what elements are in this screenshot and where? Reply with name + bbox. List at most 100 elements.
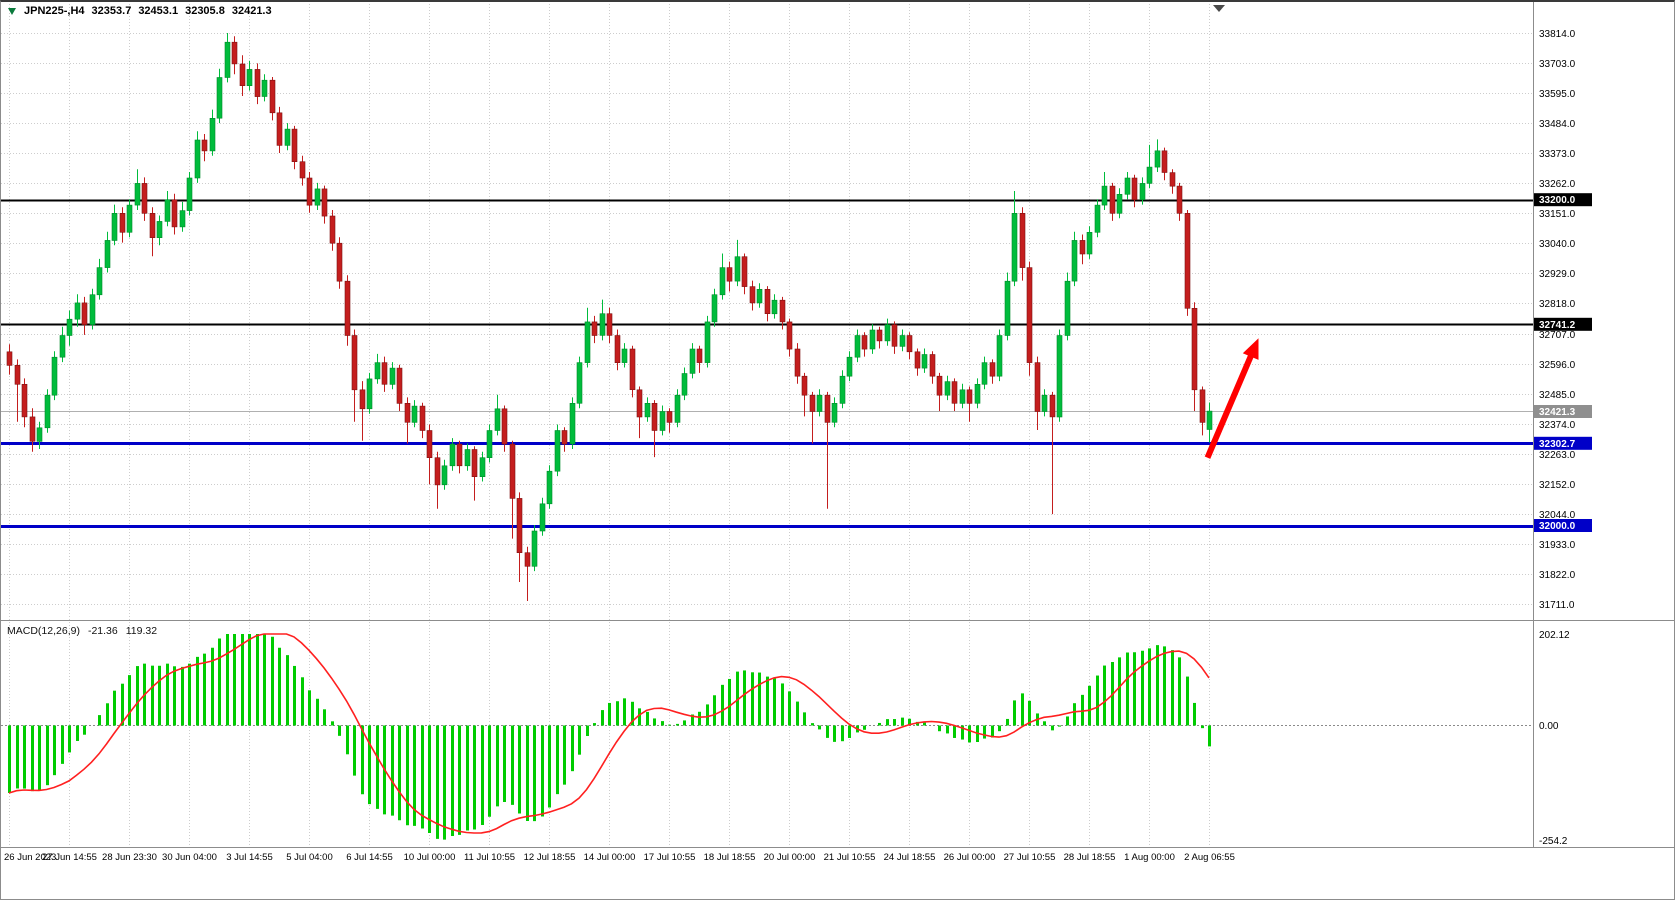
candle-body <box>989 362 996 377</box>
candle-body <box>1116 194 1123 214</box>
candle-body <box>591 321 598 336</box>
candle-body <box>366 378 373 410</box>
time-axis-label: 28 Jul 18:55 <box>1064 852 1116 863</box>
candle-body <box>291 128 298 162</box>
candle-body <box>374 362 381 380</box>
candle-body <box>981 362 988 385</box>
candle-body <box>314 188 321 206</box>
candle-body <box>666 411 673 423</box>
candle-body <box>1086 232 1093 255</box>
price-tick-label: 32485.0 <box>1539 390 1576 401</box>
candle-body <box>959 389 966 404</box>
candle-body <box>126 204 133 233</box>
trend-arrow-shaft[interactable] <box>1204 352 1255 459</box>
candle-body <box>164 199 171 222</box>
candle-body <box>779 299 786 323</box>
time-axis-label: 10 Jul 00:00 <box>404 852 456 863</box>
candle-body <box>81 302 88 325</box>
candle-body <box>599 313 606 336</box>
candle-body <box>726 267 733 282</box>
candle-body <box>186 177 193 211</box>
candle-body <box>569 402 576 445</box>
trend-arrow-head[interactable] <box>1242 338 1259 360</box>
price-line-badge-33200.0 <box>1534 193 1592 207</box>
candle-body <box>539 503 546 532</box>
time-axis-label: 2 Aug 06:55 <box>1184 852 1235 863</box>
price-tick-label: 33814.0 <box>1539 29 1576 40</box>
candle-body <box>756 288 763 304</box>
candle-body <box>111 213 118 241</box>
chart-shift-marker[interactable] <box>1213 5 1225 12</box>
candle-body <box>269 79 276 114</box>
candle-body <box>36 427 43 442</box>
candle-body <box>914 351 921 369</box>
candle-body <box>1071 240 1078 282</box>
candle-body <box>689 348 696 374</box>
candle-body <box>456 443 463 467</box>
time-axis-label: 20 Jul 00:00 <box>764 852 816 863</box>
candle-body <box>831 402 838 423</box>
candle-body <box>719 267 726 296</box>
candle-body <box>231 41 238 65</box>
candle-body <box>704 321 711 363</box>
candle-body <box>1169 172 1176 187</box>
candle-body <box>516 498 523 553</box>
time-axis-label: 27 Jun 14:55 <box>42 852 97 863</box>
candle-body <box>584 321 591 363</box>
price-tick-label: 33040.0 <box>1539 239 1576 250</box>
candle-body <box>89 294 96 325</box>
macd-scale-min-label: -254.2 <box>1539 836 1568 847</box>
time-axis-label: 1 Aug 00:00 <box>1124 852 1175 863</box>
candle-body <box>1184 213 1191 309</box>
macd-scale-zero-label: 0.00 <box>1539 721 1559 732</box>
candle-body <box>66 318 73 336</box>
candle-body <box>29 416 36 442</box>
time-axis-label: 26 Jun 2023 <box>4 852 56 863</box>
candle-body <box>239 63 246 87</box>
candle-body <box>546 470 553 505</box>
candle-body <box>224 41 231 78</box>
time-axis[interactable] <box>1 848 1533 870</box>
candle-body <box>1011 213 1018 282</box>
candle-body <box>1154 150 1161 168</box>
candle-body <box>1146 166 1153 184</box>
candle-body <box>1206 410 1213 430</box>
candle-body <box>861 335 868 350</box>
price-tick-label: 32929.0 <box>1539 269 1576 280</box>
candle-body <box>216 77 223 119</box>
candle-body <box>531 530 538 567</box>
candle-body <box>651 402 658 431</box>
candle-body <box>479 457 486 478</box>
candle-body <box>464 449 471 467</box>
candle-body <box>471 449 478 478</box>
candle-body <box>734 256 741 282</box>
candle-body <box>246 69 253 87</box>
candle-body <box>1004 280 1011 336</box>
candle-body <box>501 408 508 445</box>
candle-body <box>434 457 441 486</box>
candle-body <box>524 552 531 567</box>
candle-body <box>659 411 666 431</box>
candle-body <box>96 267 103 296</box>
candle-body <box>389 367 396 385</box>
time-axis-label: 28 Jun 23:30 <box>102 852 157 863</box>
macd-scale-max-label: 202.12 <box>1539 630 1570 641</box>
price-tick-label: 32044.0 <box>1539 510 1576 521</box>
candle-body <box>51 356 58 396</box>
candle-body <box>681 373 688 396</box>
candle-body <box>846 356 853 377</box>
candle-body <box>929 354 936 377</box>
candle-body <box>209 118 216 152</box>
candle-body <box>891 324 898 347</box>
price-tick-label: 32374.0 <box>1539 420 1576 431</box>
time-axis-label: 21 Jul 10:55 <box>824 852 876 863</box>
candle-body <box>1161 150 1168 173</box>
price-axis[interactable] <box>1533 2 1675 847</box>
price-tick-label: 32152.0 <box>1539 480 1576 491</box>
candle-body <box>284 128 291 146</box>
candle-body <box>621 348 628 363</box>
candle-body <box>696 348 703 363</box>
time-axis-label: 17 Jul 10:55 <box>644 852 696 863</box>
price-tick-label: 31822.0 <box>1539 570 1576 581</box>
